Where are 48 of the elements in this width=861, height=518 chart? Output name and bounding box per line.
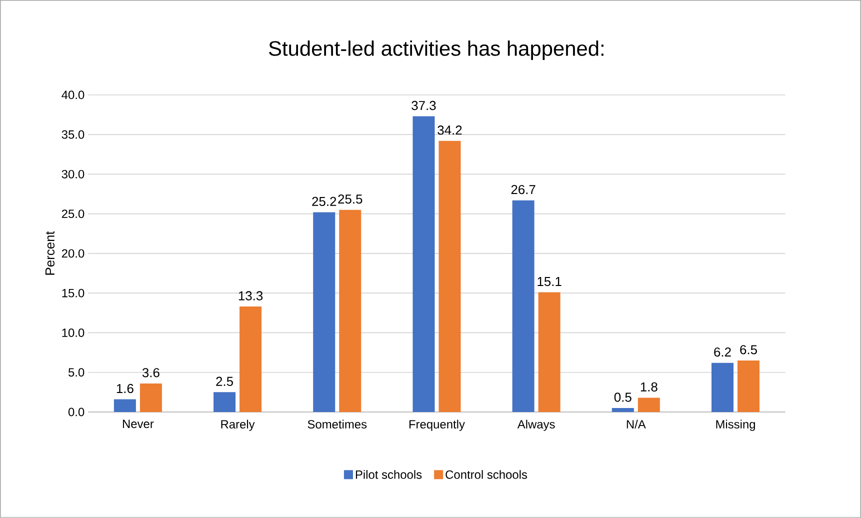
data-label: 25.5 (338, 194, 362, 204)
x-tick-label: Missing (716, 420, 755, 431)
bar (438, 140, 461, 412)
y-tick-label: 0.0 (68, 408, 84, 416)
x-tick-label: Rarely (221, 420, 255, 431)
bar (240, 306, 262, 412)
data-label: 6.2 (714, 348, 731, 357)
legend-label: Control schools (446, 470, 528, 479)
y-tick-label: 30.0 (62, 170, 84, 178)
x-tick-label: Frequently (409, 420, 465, 431)
bar (114, 399, 136, 412)
bar (612, 408, 634, 412)
y-tick-label: 10.0 (62, 328, 84, 337)
bar (738, 360, 760, 412)
bar (214, 392, 236, 412)
data-label: 15.1 (538, 277, 562, 286)
y-tick-label: 35.0 (62, 130, 84, 139)
data-label: 2.5 (216, 376, 233, 386)
bar (538, 292, 560, 412)
bar (140, 383, 162, 412)
x-tick-label: N/A (626, 420, 646, 429)
x-tick-label: Sometimes (308, 420, 367, 429)
bar (638, 398, 660, 412)
y-tick-label: 20.0 (62, 249, 84, 258)
x-tick-label: Never (122, 420, 154, 428)
data-label: 26.7 (511, 185, 536, 194)
data-label: 6.5 (740, 345, 757, 354)
y-tick-label: 5.0 (68, 368, 84, 377)
data-label: 37.3 (412, 100, 436, 110)
bar (711, 362, 734, 412)
bar (412, 116, 435, 412)
data-label: 34.2 (438, 126, 462, 135)
y-tick-label: 25.0 (62, 210, 84, 218)
legend-label: Pilot schools (356, 470, 422, 479)
bar (512, 200, 534, 412)
data-label: 13.3 (238, 291, 263, 300)
data-label: 3.6 (142, 368, 160, 378)
x-tick-label: Always (517, 420, 555, 431)
y-axis-title: Percent (45, 231, 55, 275)
data-label: 0.5 (614, 392, 632, 402)
y-tick-label: 15.0 (62, 288, 84, 298)
bar (313, 212, 336, 412)
bar (339, 210, 362, 412)
data-label: 1.6 (116, 384, 134, 394)
data-label: 25.2 (312, 196, 336, 206)
y-tick-label: 40.0 (62, 90, 84, 100)
data-label: 1.8 (640, 382, 658, 392)
chart-title: Student-led activities has happened: (268, 40, 604, 60)
